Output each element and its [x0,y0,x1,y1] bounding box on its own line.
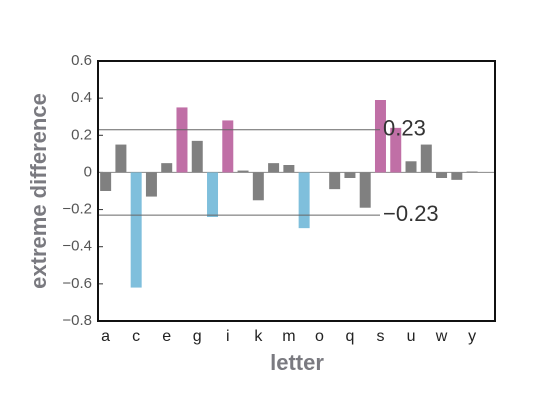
y-tick-label: −0.4 [62,238,92,255]
x-tick-label: o [315,328,324,345]
bar [344,172,356,178]
bar [115,144,127,173]
y-tick-label: 0.6 [71,52,92,69]
x-tick-label: y [468,328,476,345]
bar [451,172,463,180]
bar [100,172,112,191]
x-tick-label: w [435,328,448,345]
bar [298,172,310,229]
x-tick-label: m [282,328,295,345]
bar [191,140,203,173]
x-axis-title: letter [270,350,324,375]
plot-frame [97,60,496,322]
y-tick-label: −0.8 [62,312,92,329]
bar [222,120,234,173]
bar [329,172,341,190]
x-tick-label: e [162,328,171,345]
bar [283,165,295,173]
bar [130,172,142,288]
y-tick-label: 0.2 [71,126,92,143]
bar [466,171,478,173]
y-tick-label: −0.2 [62,201,92,218]
y-tick-label: 0 [84,163,92,180]
x-tick-label: a [101,328,110,345]
bar [207,172,219,217]
x-tick-label: u [407,328,416,345]
bar [374,100,386,173]
bar [252,172,264,201]
x-tick-label: q [345,328,354,345]
bar [405,161,417,173]
y-axis-title: extreme difference [26,93,51,289]
bar [176,107,188,173]
bar [436,172,448,178]
bar [390,127,402,173]
bar [359,172,371,208]
x-tick-label: c [132,328,140,345]
x-tick-label: s [376,328,384,345]
x-tick-label: k [254,328,263,345]
bar [420,144,432,173]
x-tick-label: g [193,328,202,345]
y-tick-label: 0.4 [71,89,92,106]
bar [268,163,280,173]
bar [161,163,173,173]
bar [145,172,157,197]
reference-label: 0.23 [383,116,426,141]
x-tick-label: i [226,328,230,345]
reference-label: −0.23 [383,201,439,226]
bar [237,170,249,173]
y-tick-label: −0.6 [62,275,92,292]
